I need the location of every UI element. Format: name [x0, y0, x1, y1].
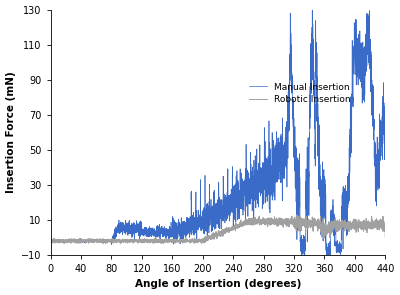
Manual Insertion [302, 262, 307, 266]
Robotic Insertion [172, 239, 176, 242]
Manual Insertion [161, 228, 166, 232]
Legend: Manual Insertion, Robotic Insertion: Manual Insertion, Robotic Insertion [249, 83, 351, 104]
Line: Robotic Insertion: Robotic Insertion [50, 215, 385, 244]
Manual Insertion [383, 116, 388, 120]
Robotic Insertion [60, 240, 65, 243]
Manual Insertion [55, 239, 60, 242]
Y-axis label: Insertion Force (mN): Insertion Force (mN) [6, 71, 16, 193]
Line: Manual Insertion: Manual Insertion [50, 10, 385, 264]
Manual Insertion [118, 227, 122, 230]
Manual Insertion [172, 235, 176, 238]
Robotic Insertion [383, 236, 388, 239]
Robotic Insertion [129, 239, 134, 242]
Manual Insertion [310, 9, 315, 12]
Robotic Insertion [55, 239, 60, 242]
Manual Insertion [60, 240, 65, 244]
Manual Insertion [129, 228, 134, 232]
Robotic Insertion [159, 242, 164, 245]
Robotic Insertion [118, 239, 122, 242]
Robotic Insertion [48, 238, 53, 242]
Robotic Insertion [294, 213, 299, 217]
Manual Insertion [48, 238, 53, 241]
Robotic Insertion [161, 239, 166, 242]
X-axis label: Angle of Insertion (degrees): Angle of Insertion (degrees) [135, 279, 301, 289]
